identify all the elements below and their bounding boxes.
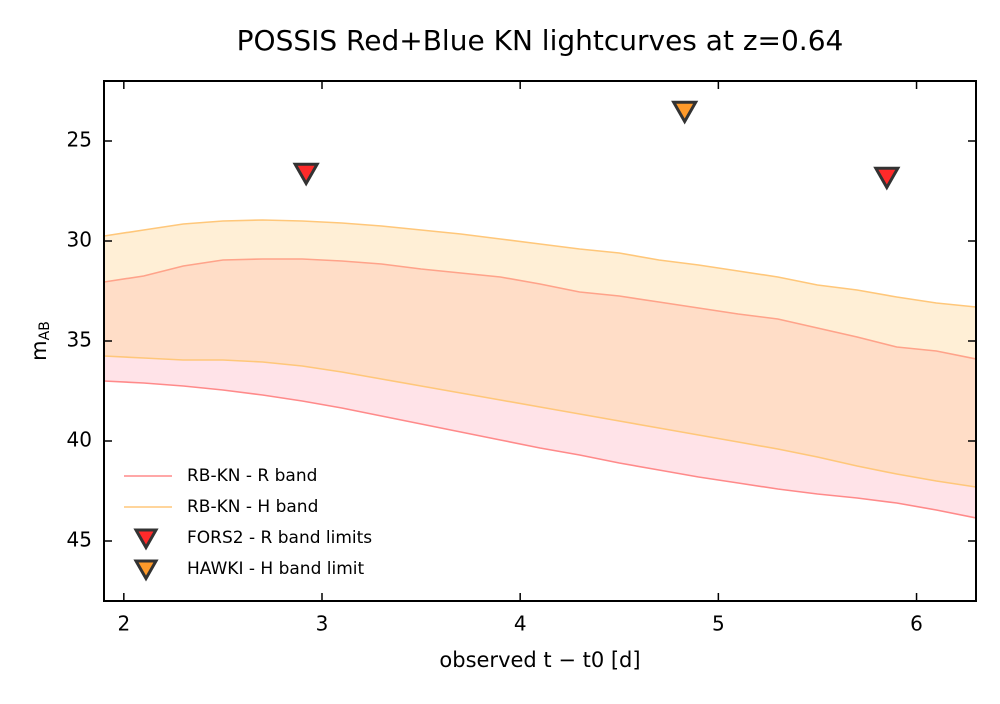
x-tick-label: 3 bbox=[316, 612, 329, 636]
limit-marker bbox=[873, 166, 901, 191]
band-edge bbox=[104, 355, 976, 488]
plot-area bbox=[104, 219, 976, 519]
y-axis-label: mAB bbox=[27, 321, 53, 361]
band-edge bbox=[104, 380, 976, 519]
band-fill bbox=[104, 259, 976, 518]
y-tick-label: 45 bbox=[67, 528, 92, 552]
x-tick-label: 5 bbox=[712, 612, 725, 636]
y-tick-label: 30 bbox=[67, 228, 92, 252]
y-tick-label: 25 bbox=[67, 128, 92, 152]
x-tick-label: 4 bbox=[514, 612, 527, 636]
legend-label: RB-KN - H band bbox=[187, 497, 318, 517]
y-tick-label: 35 bbox=[67, 328, 92, 352]
legend-label: FORS2 - R band limits bbox=[187, 528, 372, 548]
band-edge bbox=[104, 219, 976, 308]
y-label-subscript: AB bbox=[37, 321, 53, 340]
band-fill bbox=[104, 220, 976, 487]
legend-swatch bbox=[133, 559, 159, 582]
chart-title: POSSIS Red+Blue KN lightcurves at z=0.64 bbox=[237, 24, 844, 57]
x-tick-label: 6 bbox=[910, 612, 923, 636]
band-edge bbox=[104, 258, 976, 360]
x-tick-label: 2 bbox=[117, 612, 130, 636]
limit-marker bbox=[671, 100, 699, 125]
legend-label: RB-KN - R band bbox=[187, 466, 317, 486]
legend-swatch bbox=[133, 528, 159, 551]
limit-marker bbox=[292, 162, 320, 187]
legend-label: HAWKI - H band limit bbox=[187, 559, 364, 579]
y-label-main: m bbox=[27, 340, 51, 360]
y-tick-label: 40 bbox=[67, 428, 92, 452]
x-axis-label: observed t − t0 [d] bbox=[439, 648, 640, 672]
